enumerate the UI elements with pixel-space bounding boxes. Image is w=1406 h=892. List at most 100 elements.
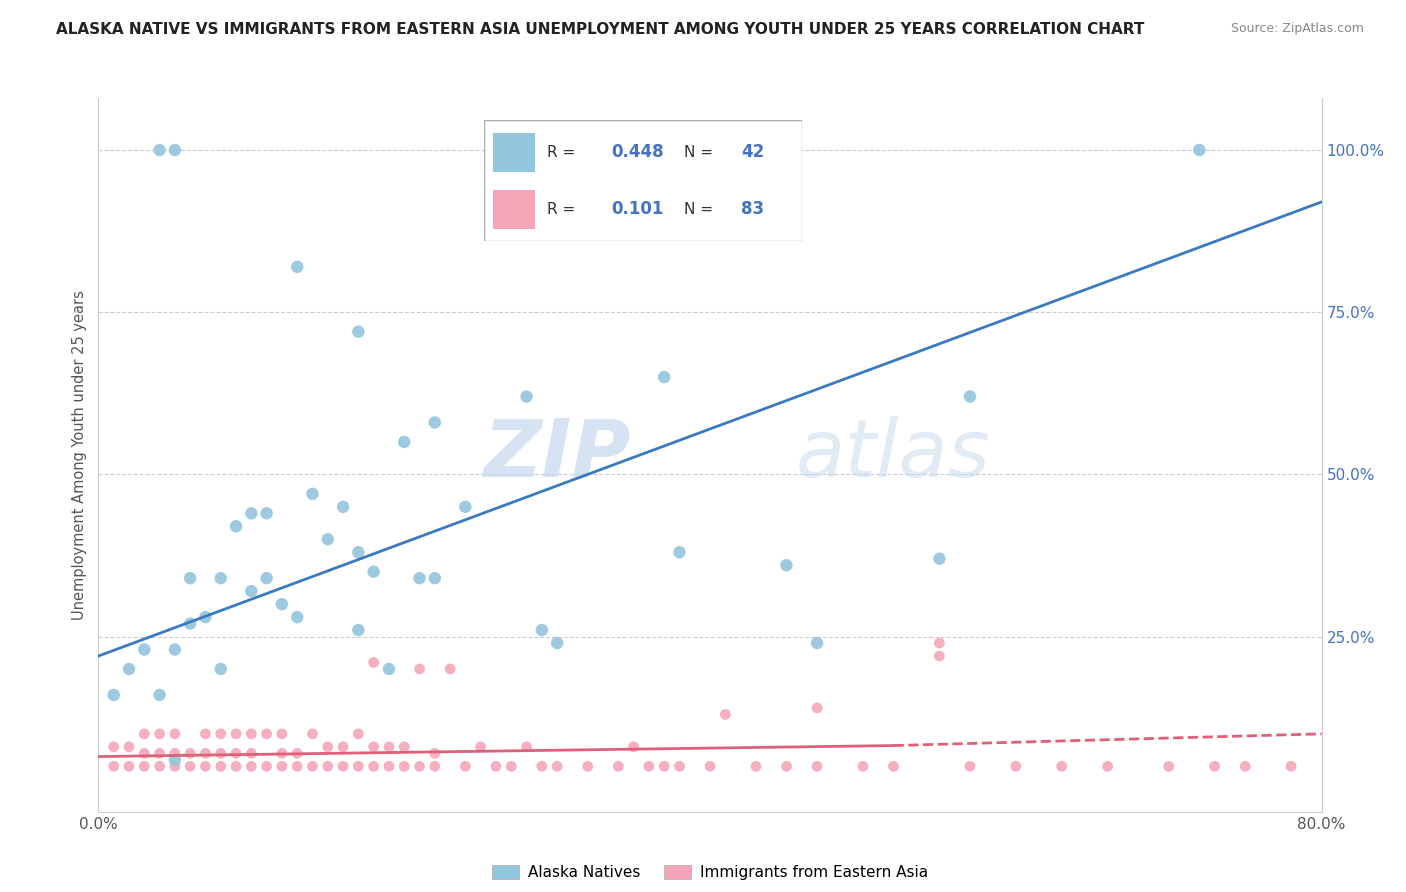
Point (270, 727, 292, 741)
Point (163, 642, 186, 657)
Point (179, 571, 201, 585)
Point (225, 727, 247, 741)
Point (118, 739, 141, 754)
Point (134, 727, 156, 741)
Point (194, 610, 217, 624)
Point (256, 759, 278, 773)
Point (225, 519, 247, 533)
Point (149, 759, 172, 773)
Point (118, 662, 141, 676)
Point (392, 434, 416, 449)
Point (699, 759, 721, 773)
Point (301, 759, 323, 773)
Point (163, 759, 186, 773)
Point (668, 759, 690, 773)
Point (501, 759, 523, 773)
Point (1204, 759, 1226, 773)
Point (745, 759, 768, 773)
Point (332, 759, 354, 773)
Point (714, 707, 737, 722)
Point (285, 747, 308, 761)
Point (194, 727, 217, 741)
Point (378, 759, 401, 773)
Point (546, 759, 568, 773)
Point (775, 759, 797, 773)
Point (607, 759, 630, 773)
Point (806, 701, 828, 715)
Point (240, 747, 263, 761)
Point (209, 662, 232, 676)
Point (163, 747, 186, 761)
Point (852, 759, 875, 773)
Text: Source: ZipAtlas.com: Source: ZipAtlas.com (1230, 22, 1364, 36)
Point (270, 759, 292, 773)
Point (423, 759, 446, 773)
Point (256, 727, 278, 741)
Point (363, 739, 385, 754)
Point (408, 571, 430, 585)
Point (285, 610, 308, 624)
Point (163, 727, 186, 741)
Point (1188, 143, 1211, 157)
Point (454, 759, 477, 773)
Point (516, 390, 538, 404)
Point (118, 759, 141, 773)
Point (530, 623, 553, 637)
Point (516, 739, 538, 754)
Point (103, 688, 125, 702)
Point (423, 416, 446, 430)
Point (270, 747, 292, 761)
Point (179, 759, 201, 773)
Point (928, 648, 950, 663)
Point (332, 739, 354, 754)
Point (163, 753, 186, 767)
Point (363, 759, 385, 773)
Point (423, 571, 446, 585)
Point (163, 143, 186, 157)
Point (1279, 759, 1302, 773)
Point (179, 747, 201, 761)
Point (1234, 759, 1257, 773)
Point (285, 260, 308, 274)
Point (928, 636, 950, 650)
Point (439, 662, 461, 676)
Point (423, 747, 446, 761)
Point (225, 759, 247, 773)
Point (1004, 759, 1026, 773)
Point (637, 759, 661, 773)
Point (928, 551, 950, 566)
Point (256, 506, 278, 520)
Text: ALASKA NATIVE VS IMMIGRANTS FROM EASTERN ASIA UNEMPLOYMENT AMONG YOUTH UNDER 25 : ALASKA NATIVE VS IMMIGRANTS FROM EASTERN… (56, 22, 1144, 37)
Point (363, 656, 385, 670)
Point (775, 558, 797, 573)
Point (134, 747, 156, 761)
Point (240, 759, 263, 773)
Text: ZIP: ZIP (484, 416, 630, 494)
Point (301, 727, 323, 741)
Point (652, 370, 675, 384)
Point (668, 545, 690, 559)
Point (1097, 759, 1119, 773)
Point (209, 571, 232, 585)
Point (530, 759, 553, 773)
Point (134, 759, 156, 773)
Point (149, 747, 172, 761)
Point (316, 759, 339, 773)
Point (806, 636, 828, 650)
Point (103, 739, 125, 754)
Point (270, 597, 292, 611)
Point (623, 739, 645, 754)
Point (652, 759, 675, 773)
Point (347, 545, 370, 559)
Point (363, 565, 385, 579)
Point (470, 739, 492, 754)
Point (378, 739, 401, 754)
Point (959, 390, 981, 404)
Point (959, 759, 981, 773)
Point (179, 616, 201, 631)
Point (454, 500, 477, 514)
Point (392, 739, 416, 754)
Point (408, 662, 430, 676)
Point (883, 759, 905, 773)
Point (546, 636, 568, 650)
